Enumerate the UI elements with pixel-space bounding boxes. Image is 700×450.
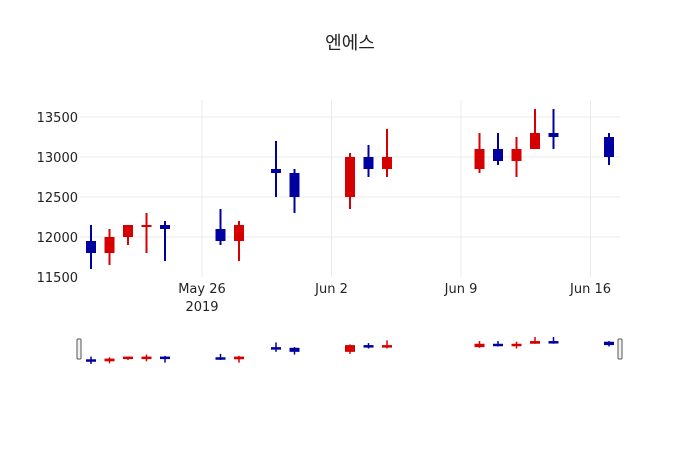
slider-candle	[160, 355, 170, 363]
candle[interactable]	[104, 229, 115, 265]
candle[interactable]	[493, 133, 503, 165]
slider-candle	[604, 341, 614, 347]
candle[interactable]	[215, 209, 226, 245]
range-slider-candles	[86, 337, 614, 364]
candle[interactable]	[382, 129, 392, 177]
range-slider[interactable]	[76, 337, 623, 364]
candle[interactable]	[345, 153, 355, 209]
slider-candle	[141, 354, 152, 362]
slider-candle	[382, 340, 392, 349]
slider-candle	[548, 337, 559, 344]
slider-candle	[215, 353, 226, 360]
candle[interactable]	[511, 137, 522, 177]
slider-candle	[345, 344, 355, 354]
slider-candle	[234, 355, 244, 363]
range-slider-right-handle[interactable]	[617, 338, 623, 360]
candle[interactable]	[363, 145, 374, 177]
candle[interactable]	[474, 133, 485, 173]
y-tick-label: 13500	[37, 111, 78, 126]
candle[interactable]	[86, 225, 96, 269]
slider-candle	[493, 341, 503, 347]
chart-title: 엔에스	[325, 33, 375, 54]
candle[interactable]	[289, 169, 300, 213]
y-tick-label: 12000	[37, 231, 78, 246]
x-tick-year-label: 2019	[185, 300, 218, 315]
slider-candle	[86, 356, 96, 364]
candle[interactable]	[141, 213, 152, 253]
slider-candle	[530, 337, 540, 344]
slider-candle	[363, 343, 374, 349]
candle[interactable]	[271, 141, 281, 197]
y-tick-label: 13000	[37, 151, 78, 166]
x-tick-label: Jun 9	[444, 282, 478, 297]
range-slider-left-handle[interactable]	[76, 338, 82, 360]
candle[interactable]	[604, 133, 614, 165]
slider-candle	[123, 356, 133, 360]
candle[interactable]	[530, 109, 540, 149]
slider-candle	[289, 347, 300, 355]
slider-candle	[271, 342, 281, 352]
y-axis: 11500 12000 12500 13000 13500	[37, 111, 78, 286]
x-tick-label: May 26	[178, 282, 226, 297]
candle[interactable]	[160, 221, 170, 261]
slider-candle	[511, 341, 522, 349]
x-tick-label: Jun 2	[314, 282, 348, 297]
candle-series[interactable]	[86, 109, 614, 269]
candle[interactable]	[234, 221, 244, 261]
slider-candle	[474, 341, 485, 348]
y-tick-label: 12500	[37, 191, 78, 206]
y-tick-label: 11500	[37, 271, 78, 286]
candle[interactable]	[548, 109, 559, 149]
x-axis: May 26 2019 Jun 2 Jun 9 Jun 16	[178, 282, 611, 315]
candle[interactable]	[123, 225, 133, 245]
x-tick-label: Jun 16	[569, 282, 611, 297]
slider-candle	[104, 357, 115, 364]
